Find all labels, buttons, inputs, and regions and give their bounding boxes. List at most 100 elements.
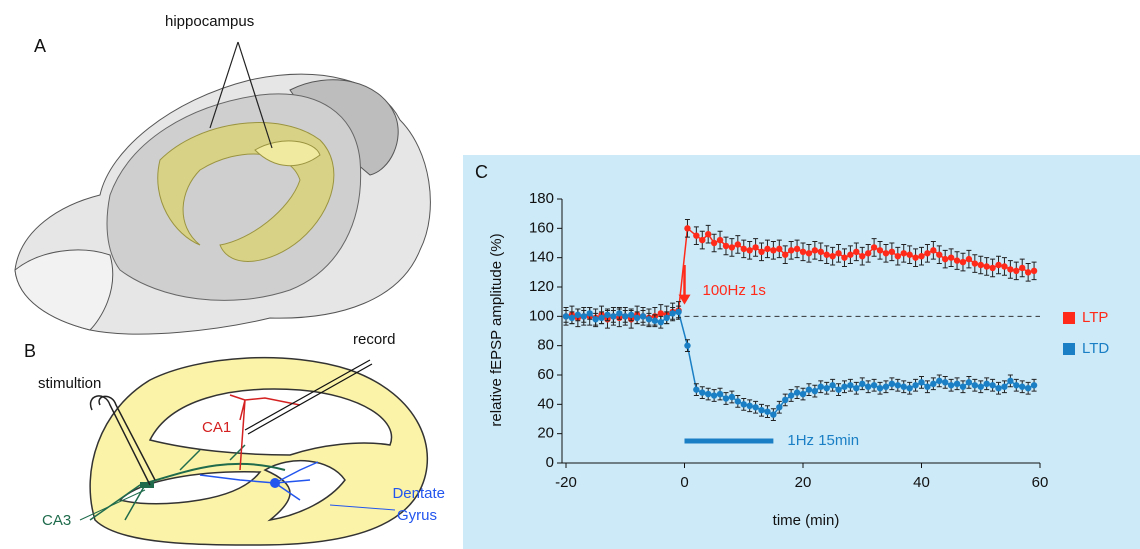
- data-point: [669, 310, 676, 317]
- label: stimultion: [38, 375, 101, 392]
- y-tick-label: 80: [537, 337, 554, 354]
- data-point: [716, 236, 724, 244]
- data-point: [610, 313, 617, 320]
- label: Dentate: [392, 485, 445, 502]
- data-point: [805, 250, 813, 257]
- data-point: [728, 393, 736, 401]
- data-point: [722, 395, 730, 402]
- data-point: [1019, 383, 1026, 390]
- data-point: [657, 319, 664, 326]
- legend-swatch: [1063, 343, 1075, 355]
- data-point: [734, 241, 742, 248]
- data-point: [568, 314, 576, 321]
- data-point: [894, 253, 901, 260]
- y-tick-label: 140: [529, 249, 554, 266]
- data-point: [770, 247, 777, 254]
- panel-background: [463, 155, 1140, 549]
- data-point: [1019, 264, 1026, 272]
- legend-swatch: [1063, 312, 1075, 324]
- data-point: [705, 231, 712, 238]
- data-point: [876, 385, 884, 392]
- data-point: [799, 248, 807, 255]
- data-point: [936, 251, 943, 258]
- panel-label: B: [24, 341, 36, 361]
- data-point: [740, 245, 747, 253]
- data-point: [722, 242, 730, 250]
- data-point: [675, 308, 682, 316]
- data-point: [1001, 263, 1008, 270]
- data-point: [758, 248, 765, 255]
- data-point: [942, 379, 949, 386]
- data-point: [864, 383, 872, 390]
- data-point: [847, 382, 854, 389]
- y-tick-label: 160: [529, 219, 554, 236]
- data-point: [977, 261, 984, 269]
- data-point: [936, 377, 943, 385]
- panel-label: A: [34, 36, 46, 56]
- data-point: [782, 251, 789, 258]
- data-point: [823, 385, 830, 392]
- data-point: [1024, 385, 1032, 392]
- data-point: [983, 380, 990, 387]
- data-point: [616, 310, 623, 317]
- data-point: [604, 311, 611, 319]
- y-tick-label: 20: [537, 425, 554, 442]
- data-point: [734, 398, 742, 405]
- data-point: [764, 408, 771, 415]
- y-tick-label: 60: [537, 366, 554, 383]
- data-point: [829, 382, 836, 389]
- data-point: [1013, 267, 1020, 275]
- brain-illustration: [14, 41, 431, 335]
- annotation: hippocampus: [165, 13, 254, 30]
- label: record: [353, 331, 396, 348]
- data-point: [942, 255, 949, 263]
- data-point: [989, 264, 996, 272]
- data-point: [710, 239, 718, 247]
- panel-label: C: [475, 162, 488, 182]
- data-point: [684, 225, 691, 232]
- data-point: [853, 385, 860, 392]
- data-point: [959, 258, 967, 266]
- data-point: [693, 386, 700, 393]
- data-point: [930, 380, 937, 387]
- data-point: [894, 382, 901, 389]
- data-point: [995, 261, 1002, 269]
- data-point: [1024, 269, 1032, 276]
- annotation: 1Hz 15min: [787, 432, 859, 449]
- data-point: [684, 342, 691, 349]
- slice-illustration: [79, 356, 428, 546]
- data-point: [782, 396, 789, 404]
- annotation: 100Hz 1s: [703, 282, 766, 299]
- data-point: [829, 253, 836, 260]
- data-point: [799, 390, 807, 398]
- data-point: [835, 250, 842, 257]
- data-point: [651, 317, 659, 324]
- data-point: [918, 379, 925, 386]
- data-point: [740, 401, 747, 408]
- data-point: [562, 313, 570, 320]
- data-point: [787, 392, 795, 399]
- legend-label: LTP: [1082, 309, 1108, 326]
- data-point: [580, 313, 587, 320]
- data-point: [710, 392, 718, 399]
- data-point: [752, 244, 759, 251]
- data-point: [953, 257, 961, 264]
- data-point: [1007, 377, 1014, 385]
- label: CA3: [42, 512, 71, 529]
- data-point: [947, 382, 955, 389]
- data-point: [965, 255, 973, 263]
- data-point: [965, 379, 973, 386]
- data-point: [876, 247, 884, 254]
- data-point: [882, 383, 890, 390]
- data-point: [870, 382, 878, 389]
- data-point: [924, 250, 931, 257]
- data-point: [841, 254, 848, 261]
- data-point: [1007, 266, 1014, 273]
- data-point: [746, 247, 753, 254]
- data-point: [870, 244, 878, 251]
- label: CA1: [202, 419, 231, 436]
- data-point: [930, 247, 937, 254]
- y-tick-label: 40: [537, 395, 554, 412]
- data-point: [633, 314, 641, 321]
- legend-label: LTD: [1082, 340, 1109, 357]
